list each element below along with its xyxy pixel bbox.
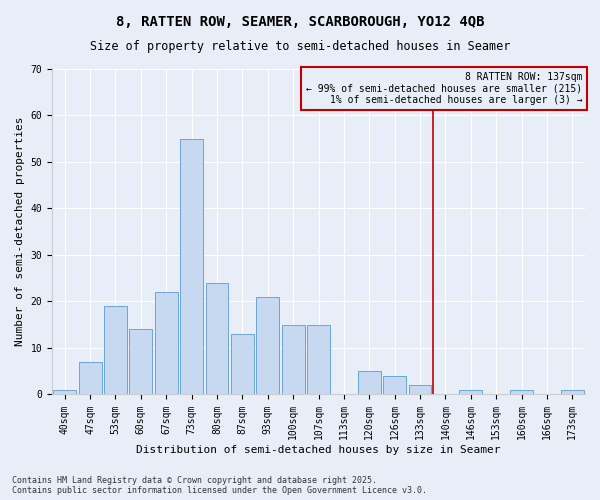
Bar bbox=[358, 371, 380, 394]
Bar bbox=[510, 390, 533, 394]
Bar bbox=[130, 330, 152, 394]
Bar bbox=[383, 376, 406, 394]
Bar bbox=[180, 138, 203, 394]
Bar bbox=[79, 362, 101, 394]
Bar bbox=[409, 385, 431, 394]
Bar bbox=[282, 324, 305, 394]
Text: 8 RATTEN ROW: 137sqm
← 99% of semi-detached houses are smaller (215)
1% of semi-: 8 RATTEN ROW: 137sqm ← 99% of semi-detac… bbox=[306, 72, 583, 106]
Y-axis label: Number of semi-detached properties: Number of semi-detached properties bbox=[15, 117, 25, 346]
Bar bbox=[53, 390, 76, 394]
Bar bbox=[307, 324, 330, 394]
Bar bbox=[231, 334, 254, 394]
Bar bbox=[104, 306, 127, 394]
Text: 8, RATTEN ROW, SEAMER, SCARBOROUGH, YO12 4QB: 8, RATTEN ROW, SEAMER, SCARBOROUGH, YO12… bbox=[116, 15, 484, 29]
Bar bbox=[561, 390, 584, 394]
X-axis label: Distribution of semi-detached houses by size in Seamer: Distribution of semi-detached houses by … bbox=[136, 445, 501, 455]
Bar bbox=[256, 297, 279, 394]
Text: Contains HM Land Registry data © Crown copyright and database right 2025.
Contai: Contains HM Land Registry data © Crown c… bbox=[12, 476, 427, 495]
Bar bbox=[206, 283, 229, 395]
Text: Size of property relative to semi-detached houses in Seamer: Size of property relative to semi-detach… bbox=[90, 40, 510, 53]
Bar bbox=[155, 292, 178, 394]
Bar bbox=[460, 390, 482, 394]
